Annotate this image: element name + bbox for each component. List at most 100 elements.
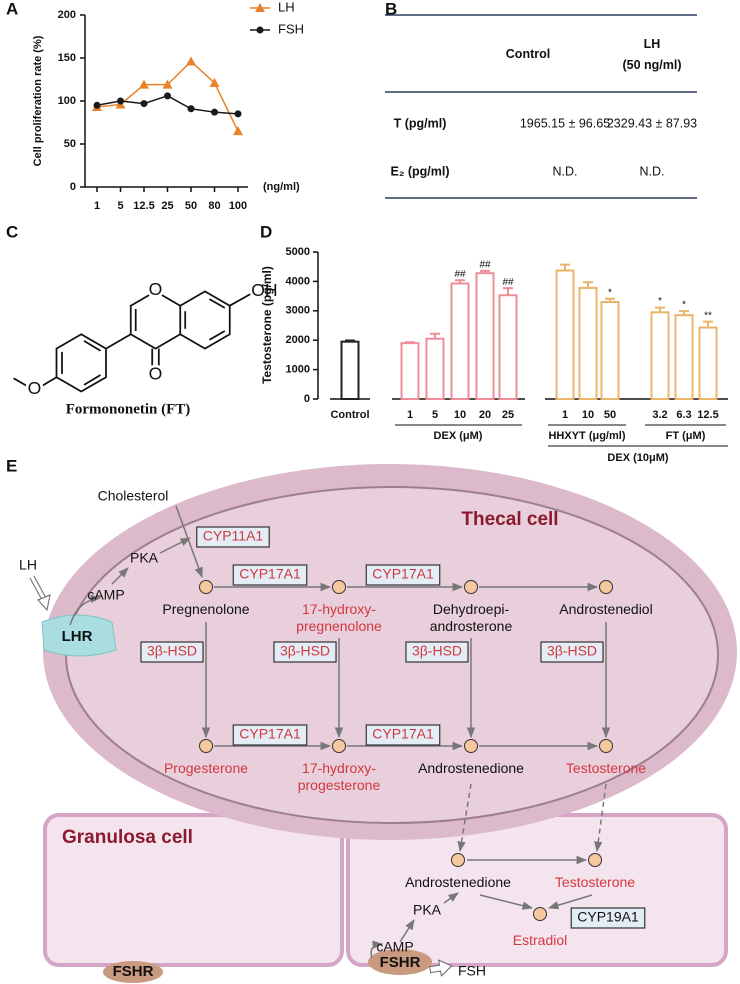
enzyme-box	[365, 564, 441, 586]
row-header: E₂ (pg/ml)	[390, 164, 449, 178]
bar	[674, 314, 694, 400]
arrow	[479, 894, 534, 910]
x-tick-label: 50	[185, 200, 197, 212]
error-bar	[679, 310, 689, 316]
metabolite-label-line: Androstenediol	[559, 601, 652, 617]
arrow	[111, 567, 129, 585]
enzyme-label: CYP17A1	[239, 566, 301, 582]
x-tick-label: 5	[432, 409, 438, 421]
receptor: FSHR	[113, 963, 154, 980]
receptor: FSHR	[380, 954, 421, 971]
hormone: LH	[19, 557, 37, 573]
signal: PKA	[130, 550, 159, 566]
bond	[229, 292, 252, 307]
metabolite-node	[464, 580, 478, 594]
enzyme-box	[140, 641, 204, 663]
metabolite-node	[332, 580, 346, 594]
y-axis-label: Cell proliferation rate (%)	[32, 35, 44, 166]
structure-caption: Formononetin (FT)	[66, 401, 191, 417]
marker	[140, 100, 148, 108]
x-tick-label: 25	[161, 200, 173, 212]
metabolite-node	[464, 739, 478, 753]
marker	[187, 105, 195, 113]
marker	[162, 79, 173, 89]
bar	[425, 337, 445, 401]
x-tick-label: 10	[454, 409, 466, 421]
granulosa-cell	[43, 813, 344, 967]
hormone: FSH	[458, 963, 486, 979]
panel-a: 0 50 100 150 200 1 5 12.5 25 50 80 100 (ng/ml) Cell p…	[32, 0, 304, 212]
metabolite-node	[588, 853, 602, 867]
bond	[83, 340, 101, 352]
enzyme-label: 3β-HSD	[280, 643, 330, 659]
metabolite-label: Testosterone	[566, 760, 646, 776]
error-bar	[455, 279, 465, 284]
metabolite-node	[599, 580, 613, 594]
x-tick-label: 6.3	[676, 409, 691, 421]
enzyme-box	[273, 641, 337, 663]
metabolite-label-line: Androstenedione	[405, 874, 511, 890]
error-bar	[430, 332, 440, 339]
arrow	[159, 537, 191, 554]
bond	[13, 377, 30, 388]
x-tick-label: Control	[330, 409, 369, 421]
metabolite-label-line: Dehydroepi-	[433, 601, 510, 617]
bond	[208, 298, 226, 309]
arrow	[457, 783, 472, 853]
metabolite-node	[599, 739, 613, 753]
row-header: T (pg/ml)	[394, 116, 447, 130]
significance: **	[704, 310, 712, 321]
table-header: Control	[506, 47, 550, 61]
x-tick-label: 25	[502, 409, 514, 421]
enzyme-box	[196, 526, 270, 548]
panel-e-diagram: Thecal cell Granulosa cell Cholesterol LH FS…	[19, 464, 737, 983]
y-tick-label: 1000	[286, 364, 310, 376]
metabolite-label: Dehydroepi-androsterone	[430, 601, 513, 634]
y-tick-label: 0	[304, 393, 310, 405]
x-tick-label: 3.2	[652, 409, 667, 421]
receptor: LHR	[62, 628, 93, 645]
enzyme-label: CYP17A1	[372, 566, 434, 582]
marker	[209, 77, 220, 87]
table-cell: N.D.	[640, 164, 665, 178]
metabolite-node	[199, 739, 213, 753]
bar	[650, 311, 670, 400]
ring	[179, 290, 231, 350]
y-tick-label: 0	[70, 181, 76, 193]
significance: ##	[454, 269, 466, 280]
metabolite-label: Estradiol	[513, 932, 567, 948]
bar	[400, 342, 420, 401]
y-tick-label: 2000	[286, 334, 310, 346]
enzyme-label: 3β-HSD	[147, 643, 197, 659]
receptor-shape	[103, 961, 163, 983]
table-cell: 2329.43 ± 87.93	[607, 116, 697, 130]
table-cell: 1965.15 ± 96.65	[520, 116, 610, 130]
receptor-shape	[368, 949, 432, 975]
bar	[498, 294, 518, 400]
signal: PKA	[413, 902, 442, 918]
arrow	[399, 919, 415, 943]
bar	[340, 340, 360, 401]
panel-label: B	[385, 0, 397, 18]
marker	[93, 101, 101, 109]
metabolite-node	[199, 580, 213, 594]
panel-label: D	[260, 222, 272, 241]
cell-label: Granulosa cell	[62, 827, 193, 848]
enzyme-label: 3β-HSD	[547, 643, 597, 659]
metabolite-node	[451, 853, 465, 867]
marker	[256, 26, 264, 34]
significance: *	[658, 296, 662, 307]
metabolite-label-line: Testosterone	[566, 760, 646, 776]
bond	[208, 330, 226, 341]
metabolite-label-line: Testosterone	[555, 874, 635, 890]
metabolite-label: Progesterone	[164, 760, 248, 776]
metabolite-label: Androstenedione	[405, 874, 511, 890]
x-tick-label: 12.5	[133, 200, 154, 212]
bar	[450, 282, 470, 401]
enzyme-box	[540, 641, 604, 663]
marker	[164, 92, 171, 100]
table-cell: N.D.	[553, 164, 578, 178]
error-bar	[405, 341, 415, 344]
table-header-line: LH	[644, 37, 661, 51]
metabolite-label: Pregnenolone	[162, 601, 249, 617]
